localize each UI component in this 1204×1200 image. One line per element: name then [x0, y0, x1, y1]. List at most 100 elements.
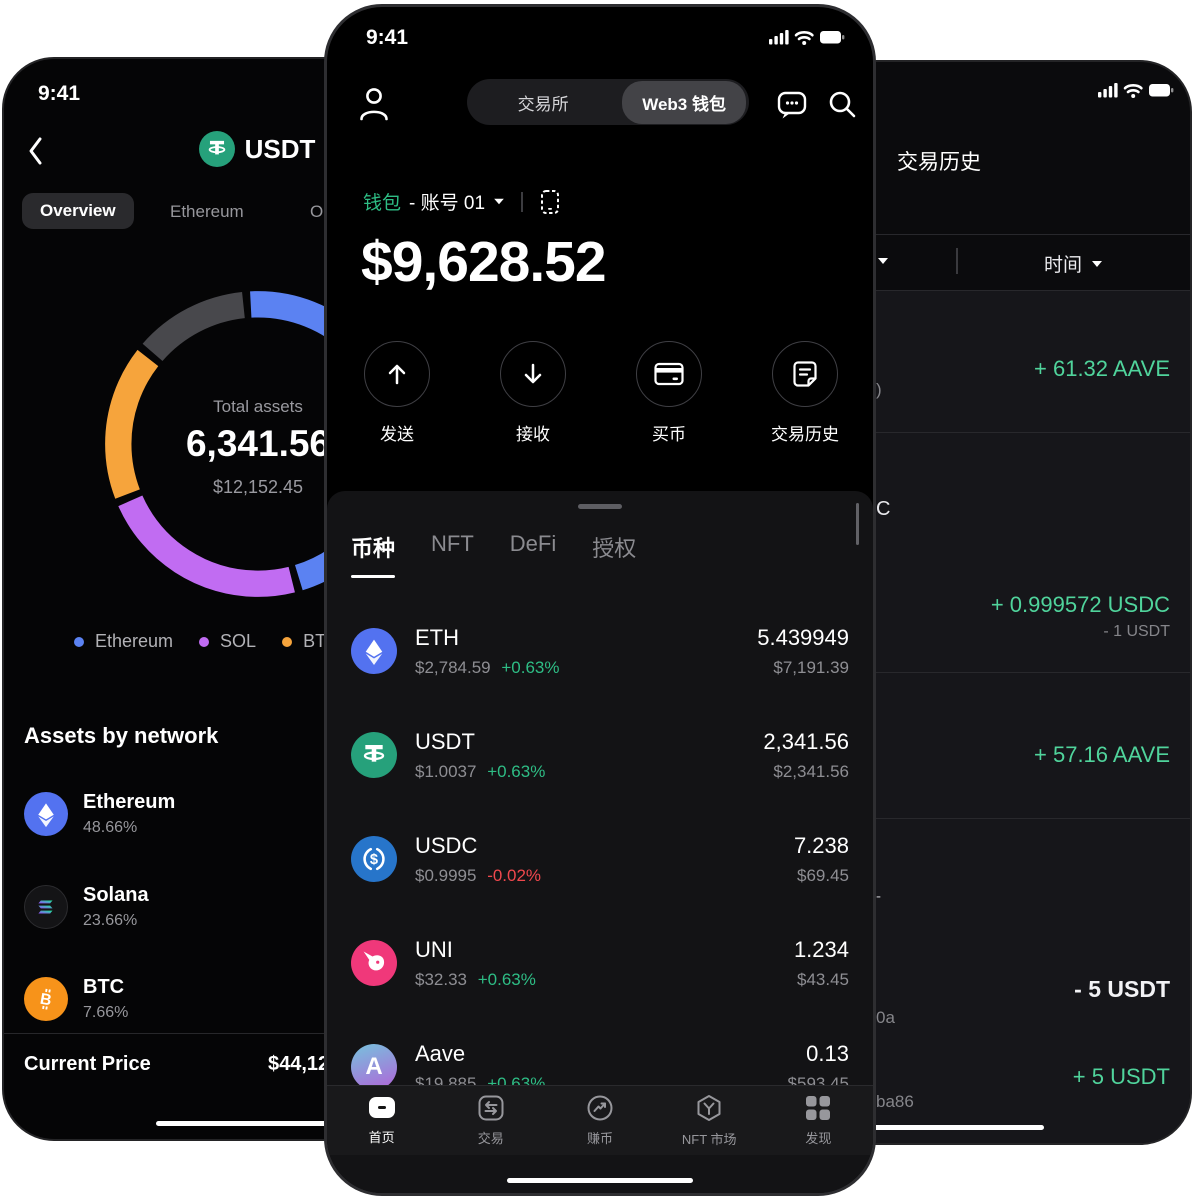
legend-dot-btc: [282, 636, 293, 647]
buy-crypto-button[interactable]: 买币: [617, 341, 721, 445]
divider: [688, 672, 1190, 673]
token-price: $0.9995: [415, 865, 477, 885]
action-label: 买币: [652, 425, 686, 444]
status-icons: [1098, 83, 1174, 98]
filter-separator: [956, 248, 958, 274]
tab-overview[interactable]: Overview: [22, 193, 134, 229]
token-change: +0.63%: [487, 761, 546, 781]
page-title: USDT: [244, 133, 316, 164]
back-icon[interactable]: [26, 135, 46, 167]
tx-amount[interactable]: + 0.999572 USDC: [990, 592, 1170, 617]
usdc-icon: $: [351, 836, 397, 882]
token-row-uni[interactable]: UNI $32.33 +0.63% 1.234 $43.45: [327, 911, 873, 1015]
tab-defi[interactable]: DeFi: [509, 531, 557, 556]
drag-handle[interactable]: [578, 504, 622, 509]
chat-icon[interactable]: [775, 87, 809, 121]
usdt-icon: [351, 732, 397, 778]
card-icon: [636, 341, 702, 407]
tab-approvals[interactable]: 授权: [592, 536, 637, 561]
token-value: $69.45: [797, 865, 849, 885]
status-time: 9:41: [38, 82, 81, 105]
token-amount: 2,341.56: [763, 728, 849, 754]
token-value: $2,341.56: [773, 761, 849, 781]
tx-amount[interactable]: + 5 USDT: [1072, 1064, 1170, 1089]
home-icon: [368, 1096, 395, 1118]
segment-web3-wallet[interactable]: Web3 钱包: [622, 80, 746, 124]
donut-legend: Ethereum SOL BTC: [74, 631, 339, 652]
assets-sheet: 币种 NFT DeFi 授权 ETH $2,784.59 +0.63% 5.43…: [327, 491, 873, 1193]
chevron-down-icon: [494, 198, 504, 205]
segmented-control[interactable]: 交易所 Web3 钱包: [467, 79, 749, 125]
status-time: 9:41: [366, 26, 409, 49]
tx-sub-amount: - 1 USDT: [1103, 623, 1170, 640]
token-symbol: USDC: [415, 832, 478, 858]
scrollbar[interactable]: [856, 503, 859, 545]
network-name: Solana: [83, 884, 149, 906]
wallet-account-selector[interactable]: 钱包 - 账号 01: [363, 188, 561, 215]
token-value: $43.45: [797, 969, 849, 989]
token-change: -0.02%: [487, 865, 542, 885]
discover-icon: [806, 1095, 831, 1120]
send-button[interactable]: 发送: [345, 341, 449, 445]
filter-caret-partial-icon[interactable]: [878, 258, 888, 264]
token-list: ETH $2,784.59 +0.63% 5.439949 $7,191.39 …: [327, 599, 873, 1119]
solana-icon: [24, 885, 68, 929]
tab-nft[interactable]: NFT: [431, 531, 474, 556]
token-change: +0.63%: [501, 657, 560, 677]
nav-nft-market[interactable]: NFT 市场: [655, 1086, 764, 1155]
svg-text:$: $: [370, 852, 378, 868]
token-price: $2,784.59: [415, 657, 491, 677]
token-row-eth[interactable]: ETH $2,784.59 +0.63% 5.439949 $7,191.39: [327, 599, 873, 703]
donut-center-label: Total assets: [213, 397, 303, 416]
document-icon: [772, 341, 838, 407]
legend-dot-sol: [199, 636, 210, 647]
profile-icon[interactable]: [357, 85, 391, 123]
network-row-btc[interactable]: B BTC 7.66%: [24, 976, 128, 1022]
chevron-down-icon: [1092, 260, 1103, 267]
tx-amount[interactable]: + 57.16 AAVE: [1034, 742, 1170, 767]
tx-amount[interactable]: - 5 USDT: [1074, 976, 1170, 1002]
nav-home[interactable]: 首页: [327, 1086, 436, 1155]
action-label: 发送: [380, 425, 414, 444]
search-icon[interactable]: [825, 87, 859, 121]
network-row-ethereum[interactable]: Ethereum 48.66%: [24, 791, 175, 837]
earn-icon: [587, 1095, 613, 1120]
action-label: 接收: [516, 425, 550, 444]
receive-button[interactable]: 接收: [481, 341, 585, 445]
tx-amount[interactable]: + 61.32 AAVE: [1034, 356, 1170, 381]
token-symbol: USDT: [415, 728, 475, 754]
tx-text-fragment: -: [876, 888, 881, 905]
tab-coins[interactable]: 币种: [351, 531, 396, 578]
scan-icon[interactable]: [539, 189, 561, 215]
time-filter-label: 时间: [1044, 255, 1083, 276]
segment-exchange[interactable]: 交易所: [517, 94, 569, 114]
divider: [688, 818, 1190, 819]
token-row-usdt[interactable]: USDT $1.0037 +0.63% 2,341.56 $2,341.56: [327, 703, 873, 807]
tab-ethereum[interactable]: Ethereum: [170, 202, 244, 221]
history-button[interactable]: 交易历史: [753, 341, 857, 445]
home-indicator: [838, 1125, 1044, 1130]
send-icon: [364, 341, 430, 407]
network-row-solana[interactable]: Solana 23.66%: [24, 884, 149, 930]
nav-discover[interactable]: 发现: [764, 1086, 873, 1155]
nav-label: 交易: [477, 1130, 504, 1146]
legend-label: SOL: [220, 631, 257, 651]
legend-item: Ethereum: [74, 631, 173, 652]
time-filter-dropdown[interactable]: 时间: [1044, 250, 1103, 277]
tab-third-partial[interactable]: O: [310, 202, 324, 221]
divider: [688, 234, 1190, 235]
nft-icon: [697, 1094, 721, 1121]
token-symbol: Aave: [415, 1040, 466, 1066]
network-percent: 48.66%: [83, 819, 138, 836]
nav-label: 首页: [368, 1129, 395, 1145]
token-amount: 0.13: [806, 1040, 849, 1066]
network-name: Ethereum: [83, 791, 176, 813]
token-row-usdc[interactable]: $ USDC $0.9995 -0.02% 7.238 $69.45: [327, 807, 873, 911]
account-label: - 账号 01: [409, 193, 486, 214]
tx-text-fragment: C: [876, 498, 891, 520]
donut-center-sub: $12,152.45: [212, 477, 304, 497]
nav-earn[interactable]: 赚币: [545, 1086, 654, 1155]
trade-icon: [478, 1095, 504, 1120]
eth-icon: [351, 628, 397, 674]
nav-trade[interactable]: 交易: [436, 1086, 545, 1155]
